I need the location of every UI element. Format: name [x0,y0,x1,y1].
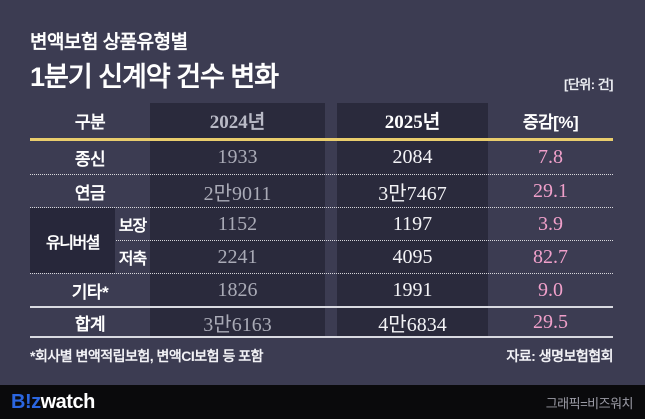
value-2024: 1826 [217,278,258,301]
bizwatch-logo: B!zwatch [11,391,95,414]
table-header-row: 구분 2024년 2025년 증감[%] [30,103,613,141]
value-2024: 1152 [217,212,258,235]
column-gap [325,141,337,174]
value-2025: 4만6834 [378,313,447,336]
value-change: 29.5 [533,310,568,333]
column-gap [325,274,337,306]
value-change: 7.8 [538,146,563,168]
value-2024: 3만6163 [203,313,272,336]
value-2025: 3만7467 [378,182,447,205]
header-change: 증감[%] [522,113,579,132]
value-change: 3.9 [538,212,563,235]
logo-biz-text: B!z [11,390,41,413]
table-row-jongsin: 종신 1933 2084 7.8 [30,141,613,174]
row-label: 종신 [74,150,106,169]
footnote-text: *회사별 변액적립보험, 변액CI보험 등 포함 [30,348,263,364]
row-label: 기타* [71,282,109,302]
unit-label: [단위: 건] [564,77,613,92]
column-gap [325,175,337,207]
value-2025: 4095 [392,245,433,268]
table-row-yeongeum: 연금 2만9011 3만7467 29.1 [30,174,613,207]
value-2024: 2241 [217,245,258,268]
group-cell-universal: 유니버셜 [30,208,115,273]
value-2025: 2084 [392,146,433,168]
value-2024: 1933 [217,146,258,168]
value-2025: 1197 [392,212,433,235]
table-row-gita: 기타* 1826 1991 9.0 [30,273,613,306]
row-sublabel: 저축 [118,251,147,268]
column-gap [325,208,337,240]
header-2024: 2024년 [209,112,266,133]
data-table: 구분 2024년 2025년 증감[%] 종신 1933 2084 7.8 연금… [30,103,613,338]
page-title-line1: 변액보험 상품유형별 [30,32,188,53]
column-gap [325,308,337,336]
header-category: 구분 [74,113,106,132]
column-gap [325,241,337,273]
column-gap [325,103,337,138]
graphic-credit: 그래픽=비즈워치 [545,395,634,411]
table-row-total: 합계 3만6163 4만6834 29.5 [30,306,613,338]
table-row-universal-bojang: 보장 1152 1197 3.9 [30,207,613,240]
table-row-universal-jeochuk: 저축 2241 4095 82.7 [30,240,613,273]
row-label: 합계 [74,314,106,334]
column-band-2025 [337,103,488,338]
logo-watch-text: watch [40,390,96,413]
row-sublabel: 보장 [118,218,147,235]
source-text: 자료: 생명보험협회 [506,348,613,364]
footer-bar: B!zwatch 그래픽=비즈워치 [0,385,645,419]
page-title-line2: 1분기 신계약 건수 변화 [30,62,279,92]
value-change: 29.1 [533,179,568,202]
value-2024: 2만9011 [203,182,272,205]
header-2025: 2025년 [384,112,441,133]
value-change: 9.0 [538,278,563,301]
value-change: 82.7 [533,245,568,268]
value-2025: 1991 [392,278,433,301]
row-label: 연금 [74,183,106,203]
column-band-2024 [150,103,325,338]
